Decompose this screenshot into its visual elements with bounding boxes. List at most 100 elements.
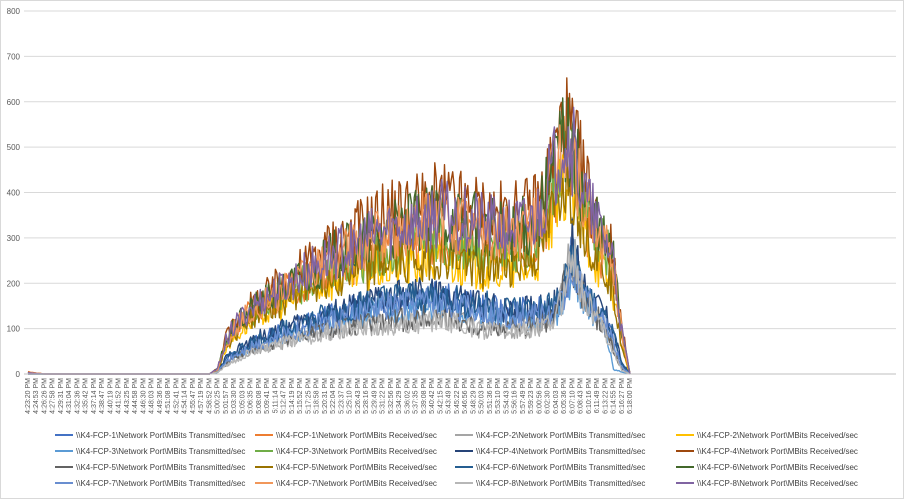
series-line bbox=[28, 154, 631, 375]
legend-label: \\K4-FCP-4\Network Port\MBits Received/s… bbox=[697, 446, 858, 456]
x-tick-label: 5:29:49 PM bbox=[371, 378, 378, 414]
legend-item: \\K4-FCP-3\Network Port\MBits Received/s… bbox=[255, 444, 437, 458]
legend-label: \\K4-FCP-1\Network Port\MBits Transmitte… bbox=[76, 430, 246, 440]
legend-item: \\K4-FCP-5\Network Port\MBits Transmitte… bbox=[55, 460, 245, 474]
x-tick-label: 6:13:22 PM bbox=[602, 378, 609, 414]
x-tick-label: 4:40:19 PM bbox=[107, 378, 114, 414]
x-tick-label: 4:49:36 PM bbox=[157, 378, 164, 414]
legend-label: \\K4-FCP-4\Network Port\MBits Transmitte… bbox=[476, 446, 646, 456]
x-tick-label: 5:40:42 PM bbox=[429, 378, 436, 414]
x-tick-label: 6:08:43 PM bbox=[578, 378, 585, 414]
x-tick-label: 5:01:57 PM bbox=[223, 378, 230, 414]
legend-label: \\K4-FCP-7\Network Port\MBits Transmitte… bbox=[76, 478, 246, 488]
x-tick-label: 5:08:08 PM bbox=[256, 378, 263, 414]
y-tick-label: 200 bbox=[7, 279, 21, 288]
legend-item: \\K4-FCP-8\Network Port\MBits Received/s… bbox=[676, 476, 858, 490]
x-tick-label: 5:46:56 PM bbox=[462, 378, 469, 414]
x-tick-label: 6:16:27 PM bbox=[619, 378, 626, 414]
x-tick-label: 4:54:14 PM bbox=[182, 378, 189, 414]
legend-label: \\K4-FCP-8\Network Port\MBits Transmitte… bbox=[476, 478, 646, 488]
x-tick-label: 5:20:31 PM bbox=[322, 378, 329, 414]
x-tick-label: 4:48:03 PM bbox=[149, 378, 156, 414]
y-tick-label: 800 bbox=[7, 7, 21, 16]
legend-label: \\K4-FCP-5\Network Port\MBits Received/s… bbox=[276, 462, 437, 472]
legend-label: \\K4-FCP-2\Network Port\MBits Transmitte… bbox=[476, 430, 646, 440]
legend-item: \\K4-FCP-4\Network Port\MBits Transmitte… bbox=[455, 444, 645, 458]
x-tick-label: 4:27:58 PM bbox=[50, 378, 57, 414]
legend-label: \\K4-FCP-1\Network Port\MBits Received/s… bbox=[276, 430, 437, 440]
legend-item: \\K4-FCP-6\Network Port\MBits Transmitte… bbox=[455, 460, 645, 474]
legend-item: \\K4-FCP-2\Network Port\MBits Transmitte… bbox=[455, 428, 645, 442]
x-tick-label: 4:46:30 PM bbox=[140, 378, 147, 414]
x-tick-label: 4:43:25 PM bbox=[124, 378, 131, 414]
x-tick-label: 6:05:36 PM bbox=[561, 378, 568, 414]
x-tick-label: 5:53:10 PM bbox=[495, 378, 502, 414]
x-tick-label: 6:10:16 PM bbox=[586, 378, 593, 414]
x-tick-label: 5:22:04 PM bbox=[330, 378, 337, 414]
legend-swatch bbox=[455, 466, 473, 468]
x-tick-label: 5:18:58 PM bbox=[314, 378, 321, 414]
x-tick-label: 5:54:43 PM bbox=[503, 378, 510, 414]
x-tick-label: 4:29:31 PM bbox=[58, 378, 65, 414]
legend-item: \\K4-FCP-6\Network Port\MBits Received/s… bbox=[676, 460, 858, 474]
x-tick-label: 5:12:47 PM bbox=[281, 378, 288, 414]
x-tick-label: 6:04:03 PM bbox=[553, 378, 560, 414]
x-tick-label: 4:44:58 PM bbox=[132, 378, 139, 414]
x-tick-label: 5:26:43 PM bbox=[355, 378, 362, 414]
legend-swatch bbox=[255, 434, 273, 436]
legend-swatch bbox=[55, 466, 73, 468]
x-tick-label: 5:57:49 PM bbox=[520, 378, 527, 414]
x-tick-label: 4:24:53 PM bbox=[33, 378, 40, 414]
x-tick-label: 5:23:37 PM bbox=[338, 378, 345, 414]
x-tick-label: 4:32:36 PM bbox=[74, 378, 81, 414]
x-tick-label: 4:41:52 PM bbox=[116, 378, 123, 414]
x-tick-label: 5:32:56 PM bbox=[388, 378, 395, 414]
x-tick-label: 5:25:10 PM bbox=[347, 378, 354, 414]
legend-swatch bbox=[55, 482, 73, 484]
y-tick-label: 300 bbox=[7, 234, 21, 243]
legend-item: \\K4-FCP-7\Network Port\MBits Transmitte… bbox=[55, 476, 245, 490]
x-tick-label: 5:05:03 PM bbox=[239, 378, 246, 414]
legend-label: \\K4-FCP-3\Network Port\MBits Received/s… bbox=[276, 446, 437, 456]
legend-label: \\K4-FCP-6\Network Port\MBits Transmitte… bbox=[476, 462, 646, 472]
x-tick-label: 5:03:30 PM bbox=[231, 378, 238, 414]
x-tick-label: 4:58:52 PM bbox=[206, 378, 213, 414]
legend-swatch bbox=[255, 450, 273, 452]
x-tick-label: 4:31:04 PM bbox=[66, 378, 73, 414]
x-tick-label: 6:11:49 PM bbox=[594, 378, 601, 413]
x-tick-label: 4:57:19 PM bbox=[198, 378, 205, 414]
x-tick-label: 4:38:47 PM bbox=[99, 378, 106, 414]
legend-item: \\K4-FCP-2\Network Port\MBits Received/s… bbox=[676, 428, 858, 442]
x-tick-label: 5:51:36 PM bbox=[487, 378, 494, 414]
legend-item: \\K4-FCP-1\Network Port\MBits Transmitte… bbox=[55, 428, 245, 442]
legend-item: \\K4-FCP-7\Network Port\MBits Received/s… bbox=[255, 476, 437, 490]
x-tick-label: 4:52:41 PM bbox=[173, 378, 180, 414]
y-tick-label: 400 bbox=[7, 189, 21, 198]
x-tick-label: 5:28:16 PM bbox=[363, 378, 370, 414]
legend-item: \\K4-FCP-8\Network Port\MBits Transmitte… bbox=[455, 476, 645, 490]
x-tick-label: 5:06:35 PM bbox=[248, 378, 255, 414]
legend-label: \\K4-FCP-8\Network Port\MBits Received/s… bbox=[697, 478, 858, 488]
x-tick-label: 5:45:22 PM bbox=[454, 378, 461, 414]
x-tick-label: 4:23:20 PM bbox=[25, 378, 32, 414]
y-tick-label: 600 bbox=[7, 98, 21, 107]
x-tick-label: 5:11:14 PM bbox=[272, 378, 279, 413]
x-tick-label: 5:50:03 PM bbox=[479, 378, 486, 414]
x-tick-label: 4:35:42 PM bbox=[83, 378, 90, 414]
x-tick-label: 6:14:55 PM bbox=[611, 378, 618, 414]
x-tick-label: 6:00:56 PM bbox=[536, 378, 543, 414]
legend-swatch bbox=[676, 450, 694, 452]
legend-label: \\K4-FCP-3\Network Port\MBits Transmitte… bbox=[76, 446, 246, 456]
legend-swatch bbox=[55, 434, 73, 436]
y-tick-label: 0 bbox=[16, 370, 21, 379]
legend-label: \\K4-FCP-7\Network Port\MBits Received/s… bbox=[276, 478, 437, 488]
legend-swatch bbox=[676, 482, 694, 484]
legend-item: \\K4-FCP-5\Network Port\MBits Received/s… bbox=[255, 460, 437, 474]
legend-item: \\K4-FCP-1\Network Port\MBits Received/s… bbox=[255, 428, 437, 442]
legend-item: \\K4-FCP-4\Network Port\MBits Received/s… bbox=[676, 444, 858, 458]
x-tick-label: 5:37:35 PM bbox=[413, 378, 420, 414]
legend-swatch bbox=[455, 434, 473, 436]
legend-swatch bbox=[255, 466, 273, 468]
x-tick-label: 6:07:10 PM bbox=[569, 378, 576, 414]
x-tick-label: 4:55:47 PM bbox=[190, 378, 197, 414]
